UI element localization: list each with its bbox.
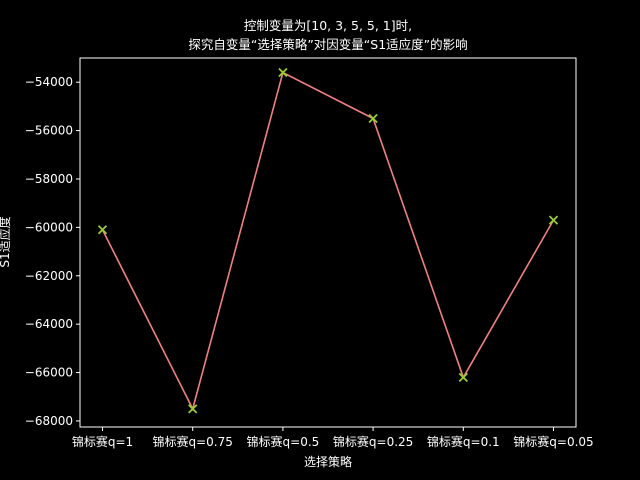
y-tick-label: −60000 (25, 220, 73, 234)
data-point-marker (368, 113, 378, 124)
x-tick-label: 锦标赛q=0.05 (513, 434, 593, 449)
y-tick-label: −58000 (25, 172, 73, 186)
series-s1 (97, 67, 559, 414)
plot-area-frame (79, 57, 577, 428)
data-point-marker (188, 404, 198, 414)
y-tick-label: −54000 (25, 75, 73, 89)
x-tick-label: 锦标赛q=1 (72, 434, 133, 449)
x-tick-label: 锦标赛q=0.25 (333, 434, 413, 449)
data-point-marker (278, 67, 288, 78)
x-axis-label: 选择策略 (304, 454, 352, 469)
series-line (101, 71, 555, 412)
data-point-marker (548, 215, 559, 225)
y-tick-label: −66000 (25, 366, 73, 380)
y-axis: −68000 −66000 −64000 −62000 −60000 −58000 −560… (25, 75, 80, 428)
y-tick-label: −56000 (25, 124, 73, 138)
y-tick-label: −62000 (25, 269, 73, 283)
y-axis-label: S1适应度 (0, 216, 12, 267)
data-point-marker (97, 225, 108, 235)
chart-title-line-2: 探究自变量“选择策略”对因变量“S1适应度”的影响 (188, 37, 467, 52)
y-tick-label: −64000 (25, 317, 73, 331)
chart-title-line-1: 控制变量为[10, 3, 5, 5, 1]时, (244, 18, 412, 33)
data-point-marker (458, 372, 468, 383)
x-tick-label: 锦标赛q=0.5 (247, 434, 320, 449)
x-tick-label: 锦标赛q=0.75 (152, 434, 232, 449)
chart-title: 控制变量为[10, 3, 5, 5, 1]时, 探究自变量“选择策略”对因变量“… (188, 18, 467, 52)
y-tick-label: −68000 (25, 414, 73, 428)
x-axis: 锦标赛q=1 锦标赛q=0.75 锦标赛q=0.5 锦标赛q=0.25 锦标赛q=0.1… (72, 427, 594, 449)
x-tick-label: 锦标赛q=0.1 (427, 434, 500, 449)
